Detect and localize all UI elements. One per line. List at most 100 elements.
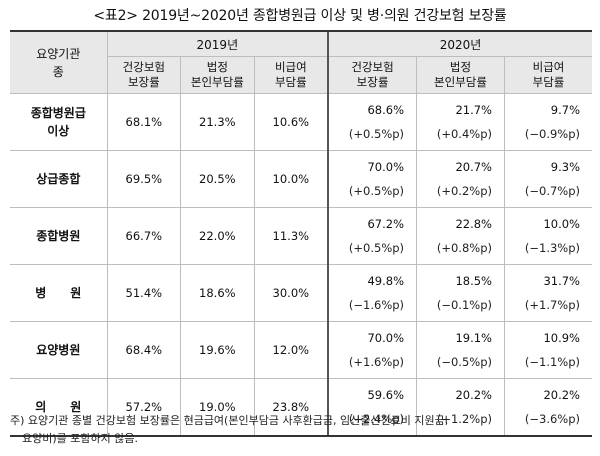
table-title: <표2> 2019년~2020년 종합병원급 이상 및 병·의원 건강보험 보장…: [93, 8, 507, 24]
cell-2020-copay: 21.7% (+0.4%p): [416, 93, 505, 151]
footnote-line-1: 주) 요양기관 종별 건강보험 보장률은 현금급여(본인부담금 사후환급금, 임…: [10, 414, 449, 427]
row-category-line: 병 원: [35, 286, 82, 300]
header-label-line: 법정: [206, 60, 228, 74]
header-label-line: 비급여: [274, 60, 307, 74]
change-vs-2019: (+0.5%p): [348, 241, 405, 255]
value-2020: 21.7%: [455, 103, 492, 117]
cell-2020-copay: 20.7% (+0.2%p): [416, 150, 505, 208]
header-category-line-2: 종: [52, 64, 64, 79]
value-2020: 22.8%: [455, 217, 492, 231]
cell-2020-coverage: 70.0% (+1.6%p): [327, 321, 418, 379]
row-category: 상급종합: [10, 150, 108, 208]
cell-2019-noncovered: 10.6%: [254, 93, 329, 151]
coverage-table: 요양기관 종 2019년 2020년 건강보험 보장률 법정 본인부담률 비급여 부담…: [10, 30, 592, 437]
cell-2019-coverage: 51.4%: [107, 264, 182, 322]
cell-2020-copay: 22.8% (+0.8%p): [416, 207, 505, 265]
header-category-line-1: 요양기관: [36, 46, 81, 61]
cell-2020-noncovered: 10.0% (−1.3%p): [504, 207, 592, 265]
value-2020: 67.2%: [367, 217, 405, 231]
change-vs-2019: (−0.5%p): [436, 355, 492, 369]
change-vs-2019: (+1.2%p): [436, 412, 492, 426]
header-label-line: 본인부담률: [434, 75, 487, 89]
header-2019-coverage: 건강보험 보장률: [107, 56, 182, 94]
table-row: 종합병원 66.7% 22.0% 11.3% 67.2% (+0.5%p) 22.8% (+0…: [10, 207, 592, 265]
change-vs-2019: (−1.1%p): [524, 355, 580, 369]
table-row: 의 원 57.2% 19.0% 23.8% 59.6% (+2.4%p) 20.2% (+1.…: [10, 378, 592, 437]
value-2020: 59.6%: [367, 388, 405, 402]
cell-2019-noncovered: 12.0%: [254, 321, 329, 379]
table-row: 병 원 51.4% 18.6% 30.0% 49.8% (−1.6%p) 18.5% (−0.…: [10, 264, 592, 322]
change-vs-2019: (−3.6%p): [524, 412, 580, 426]
cell-2020-copay: 18.5% (−0.1%p): [416, 264, 505, 322]
cell-2019-coverage: 66.7%: [107, 207, 182, 265]
row-category: 요양병원: [10, 321, 108, 379]
cell-2019-coverage: 68.4%: [107, 321, 182, 379]
header-year-2020: 2020년: [327, 30, 592, 57]
change-vs-2019: (+2.4%p): [348, 412, 405, 426]
cell-2019-coverage: 69.5%: [107, 150, 182, 208]
cell-2019-coverage: 68.1%: [107, 93, 182, 151]
cell-2020-coverage: 67.2% (+0.5%p): [327, 207, 418, 265]
row-category: 의 원: [10, 378, 108, 437]
value-2020: 68.6%: [367, 103, 405, 117]
change-vs-2019: (−1.6%p): [348, 298, 405, 312]
change-vs-2019: (+1.6%p): [348, 355, 405, 369]
header-category: 요양기관 종: [10, 30, 108, 94]
cell-2020-coverage: 59.6% (+2.4%p): [327, 378, 418, 437]
value-2020: 31.7%: [543, 274, 580, 288]
value-2020: 9.3%: [550, 160, 580, 174]
change-vs-2019: (−0.7%p): [524, 184, 580, 198]
table-row: 종합병원급 이상 68.1% 21.3% 10.6% 68.6% (+0.5%p) 21.7%…: [10, 93, 592, 151]
footnote: 주) 요양기관 종별 건강보험 보장률은 현금급여(본인부담금 사후환급금, 임…: [10, 412, 594, 448]
header-label-line: 법정: [449, 60, 472, 74]
row-category-line: 의 원: [35, 400, 82, 414]
cell-2019-noncovered: 23.8%: [254, 378, 329, 437]
value-2020: 70.0%: [367, 331, 405, 345]
cell-2020-noncovered: 20.2% (−3.6%p): [504, 378, 592, 437]
change-vs-2019: (+0.5%p): [348, 127, 405, 141]
cell-2020-coverage: 70.0% (+0.5%p): [327, 150, 418, 208]
change-vs-2019: (+1.7%p): [524, 298, 580, 312]
value-2020: 9.7%: [550, 103, 580, 117]
header-label-line: 비급여: [532, 60, 565, 74]
row-category-line: 종합병원: [36, 229, 81, 243]
header-label-line: 본인부담률: [190, 75, 244, 89]
cell-2020-copay: 20.2% (+1.2%p): [416, 378, 505, 437]
row-category-line: 종합병원급: [30, 106, 86, 120]
value-2020: 19.1%: [455, 331, 492, 345]
cell-2019-coverage: 57.2%: [107, 378, 182, 437]
value-2020: 20.7%: [455, 160, 492, 174]
cell-2020-noncovered: 9.3% (−0.7%p): [504, 150, 592, 208]
table-body: 종합병원급 이상 68.1% 21.3% 10.6% 68.6% (+0.5%p) 21.7%…: [10, 93, 592, 437]
header-label-line: 보장률: [127, 75, 160, 89]
header-label-line: 부담률: [532, 75, 565, 89]
cell-2019-copay: 22.0%: [180, 207, 255, 265]
row-category-line: 이상: [47, 124, 70, 138]
cell-2020-coverage: 68.6% (+0.5%p): [327, 93, 418, 151]
value-2020: 20.2%: [543, 388, 580, 402]
cell-2020-noncovered: 31.7% (+1.7%p): [504, 264, 592, 322]
cell-2019-copay: 19.0%: [180, 378, 255, 437]
table-row: 상급종합 69.5% 20.5% 10.0% 70.0% (+0.5%p) 20.7% (+0…: [10, 150, 592, 208]
cell-2020-coverage: 49.8% (−1.6%p): [327, 264, 418, 322]
change-vs-2019: (−0.1%p): [436, 298, 492, 312]
row-category-line: 상급종합: [36, 172, 81, 186]
header-2020-noncovered: 비급여 부담률: [504, 56, 592, 94]
value-2020: 10.9%: [543, 331, 580, 345]
change-vs-2019: (+0.8%p): [436, 241, 492, 255]
header-label-line: 건강보험: [351, 60, 394, 74]
cell-2019-noncovered: 30.0%: [254, 264, 329, 322]
value-2020: 70.0%: [367, 160, 405, 174]
change-vs-2019: (+0.4%p): [436, 127, 492, 141]
header-2020-copay: 법정 본인부담률: [416, 56, 505, 94]
value-2020: 49.8%: [367, 274, 405, 288]
footnote-line-2: 요양비)를 포함하지 않음.: [22, 432, 138, 445]
header-2020-coverage: 건강보험 보장률: [327, 56, 418, 94]
value-2020: 20.2%: [455, 388, 492, 402]
cell-2019-copay: 18.6%: [180, 264, 255, 322]
change-vs-2019: (+0.5%p): [348, 184, 405, 198]
value-2020: 10.0%: [543, 217, 580, 231]
header-year-2019: 2019년: [107, 30, 329, 57]
cell-2020-noncovered: 9.7% (−0.9%p): [504, 93, 592, 151]
